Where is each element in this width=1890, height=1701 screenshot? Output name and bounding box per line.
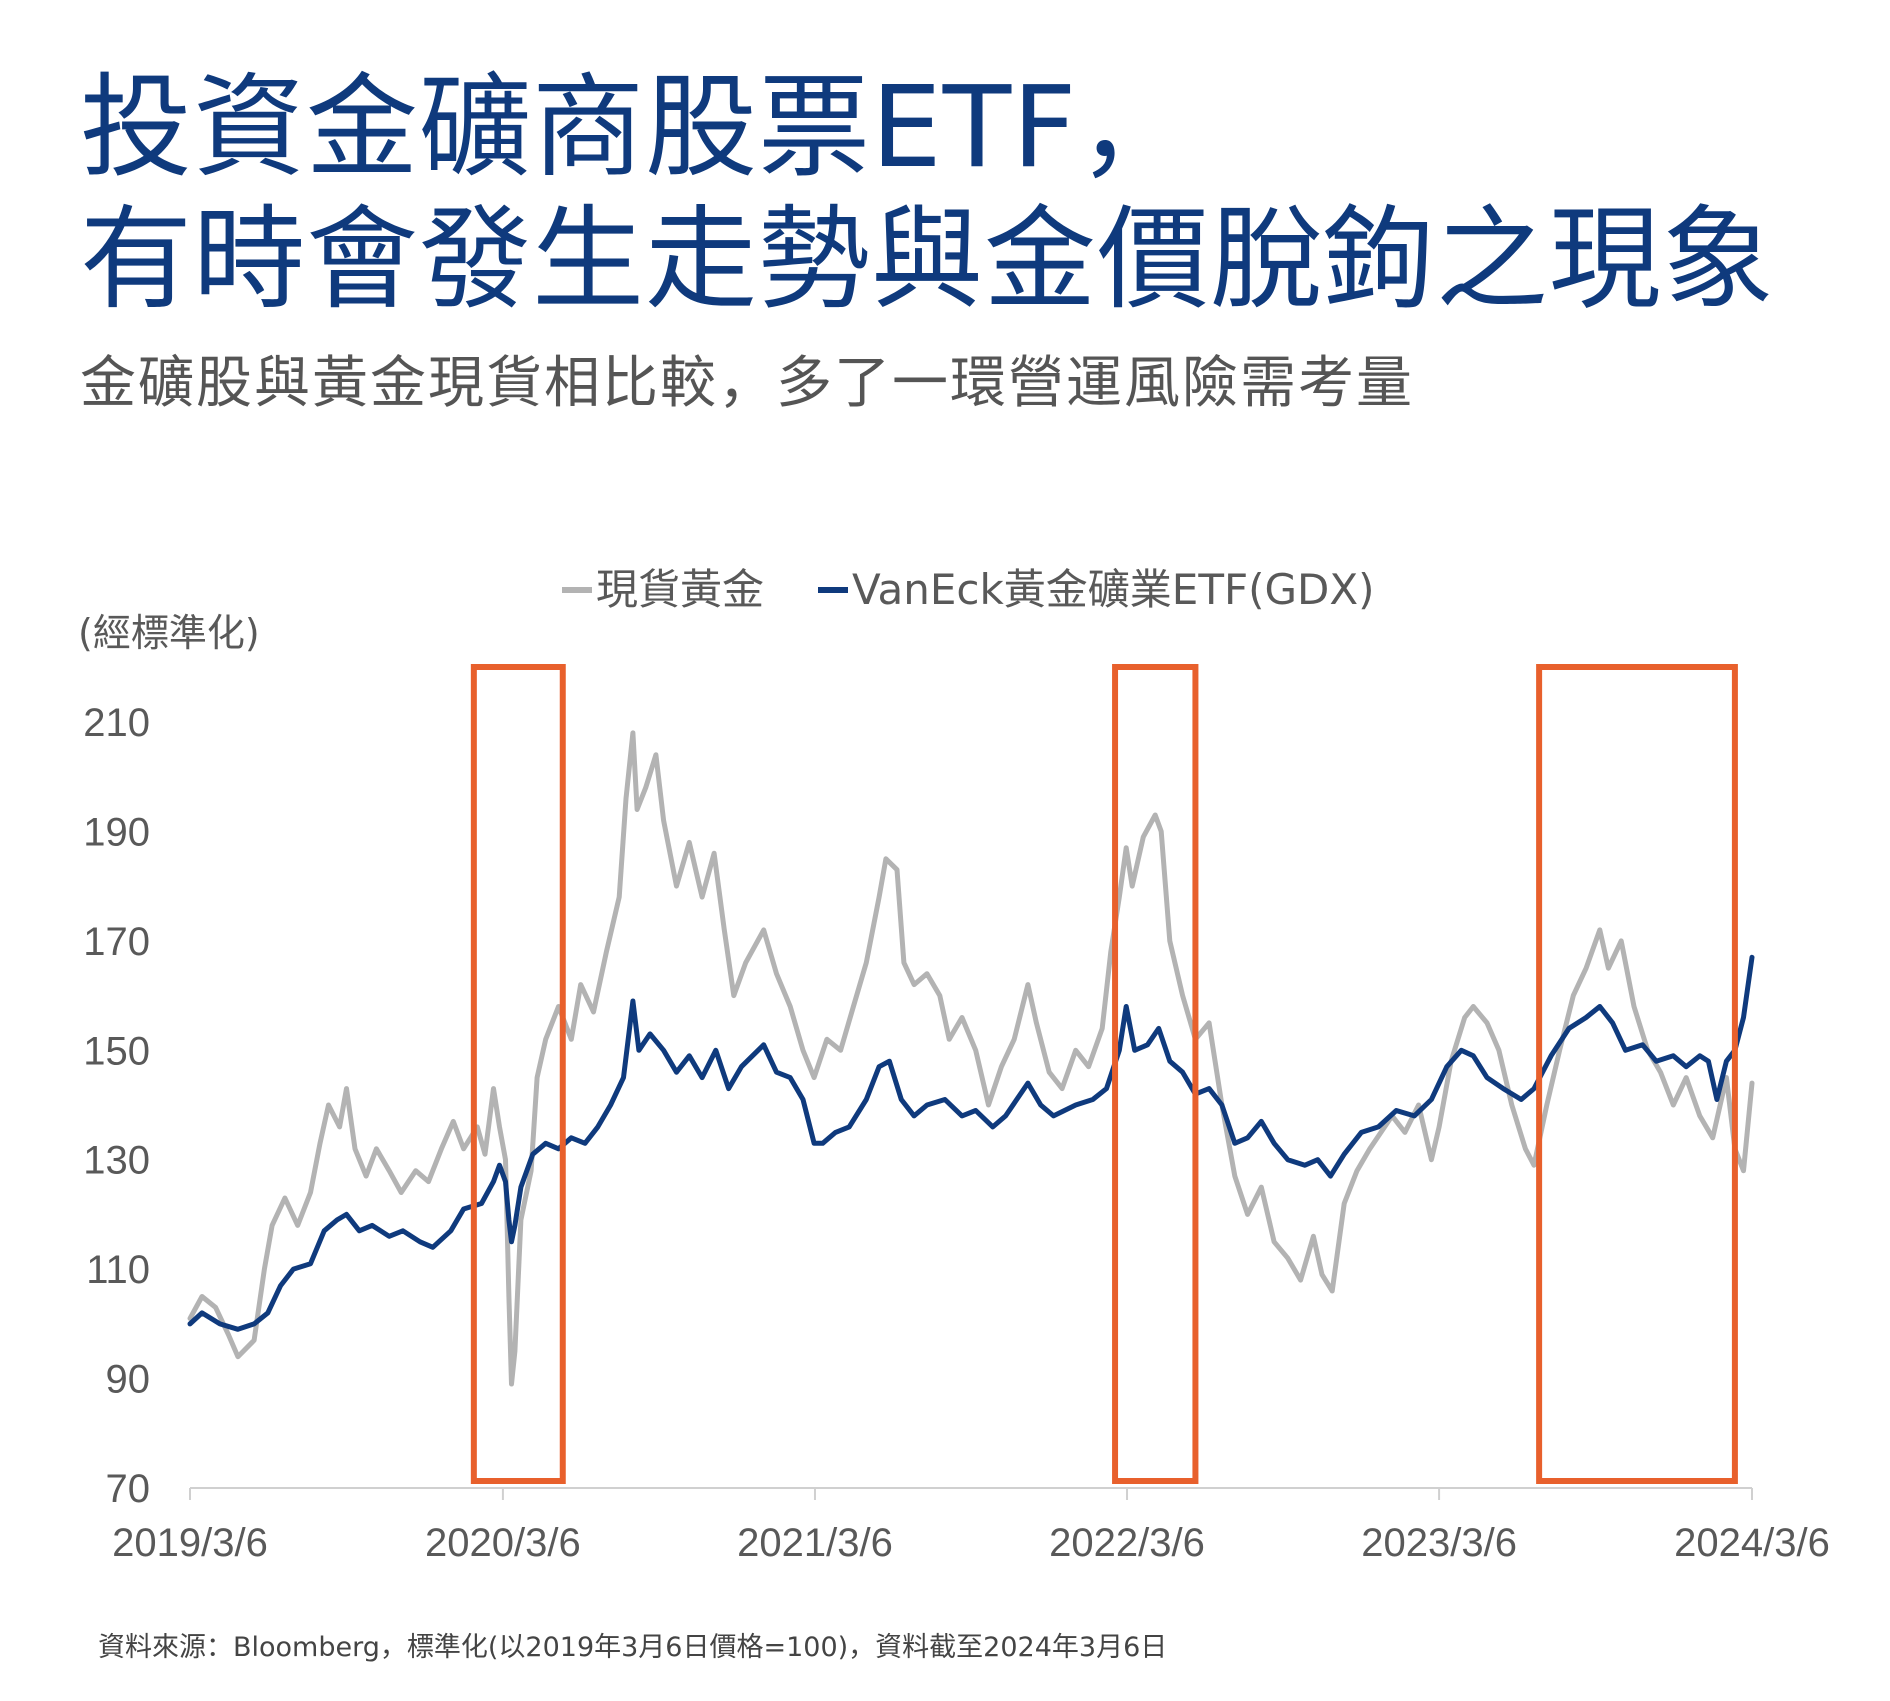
title-line-1: 投資金礦商股票ETF，: [80, 63, 1191, 193]
title-line-2: 有時會發生走勢與金價脫鉤之現象: [80, 195, 1775, 325]
y-tick-label: 130: [83, 1139, 150, 1183]
legend-label: 現貨黃金: [596, 565, 764, 614]
y-axis-label: (經標準化): [78, 611, 260, 655]
gdx-etf-series-line: [187, 954, 1755, 1332]
y-tick-label: 90: [106, 1358, 151, 1402]
highlight-box: [470, 664, 566, 1484]
highlight-box: [1536, 664, 1738, 1484]
chart-legend: 現貨黃金 VanEck黃金礦業ETF(GDX): [562, 565, 1375, 614]
y-tick-label: 110: [86, 1248, 150, 1292]
page-title: 投資金礦商股票ETF， 有時會發生走勢與金價脫鉤之現象: [80, 62, 1775, 326]
y-tick-label: 210: [83, 701, 150, 745]
y-axis-ticks: 210 190 170 150 130 110 90 70: [83, 701, 150, 1511]
x-tick-label: 2022/3/6: [1049, 1521, 1205, 1565]
x-tick-label: 2019/3/6: [112, 1521, 268, 1565]
highlight-boxes: [470, 664, 1738, 1484]
y-tick-label: 170: [83, 920, 150, 964]
y-tick-label: 150: [83, 1029, 150, 1073]
subtitle: 金礦股與黃金現貨相比較，多了一環營運風險需考量: [80, 351, 1414, 416]
x-tick-label: 2024/3/6: [1674, 1521, 1830, 1565]
gold-spot-series-line: [187, 730, 1755, 1387]
x-tick-label: 2020/3/6: [425, 1521, 581, 1565]
source-footnote: 資料來源：Bloomberg，標準化(以2019年3月6日價格=100)，資料截…: [98, 1632, 1168, 1663]
y-tick-label: 190: [83, 810, 150, 854]
x-axis: 2019/3/6 2020/3/6 2021/3/6 2022/3/6 2023/3/6…: [112, 1487, 1830, 1565]
x-tick-label: 2021/3/6: [737, 1521, 893, 1565]
highlight-box: [1112, 664, 1199, 1484]
legend-label: VanEck黃金礦業ETF(GDX): [852, 565, 1375, 614]
series-layer: [187, 730, 1755, 1387]
y-tick-label: 70: [106, 1467, 151, 1511]
x-tick-label: 2023/3/6: [1361, 1521, 1517, 1565]
